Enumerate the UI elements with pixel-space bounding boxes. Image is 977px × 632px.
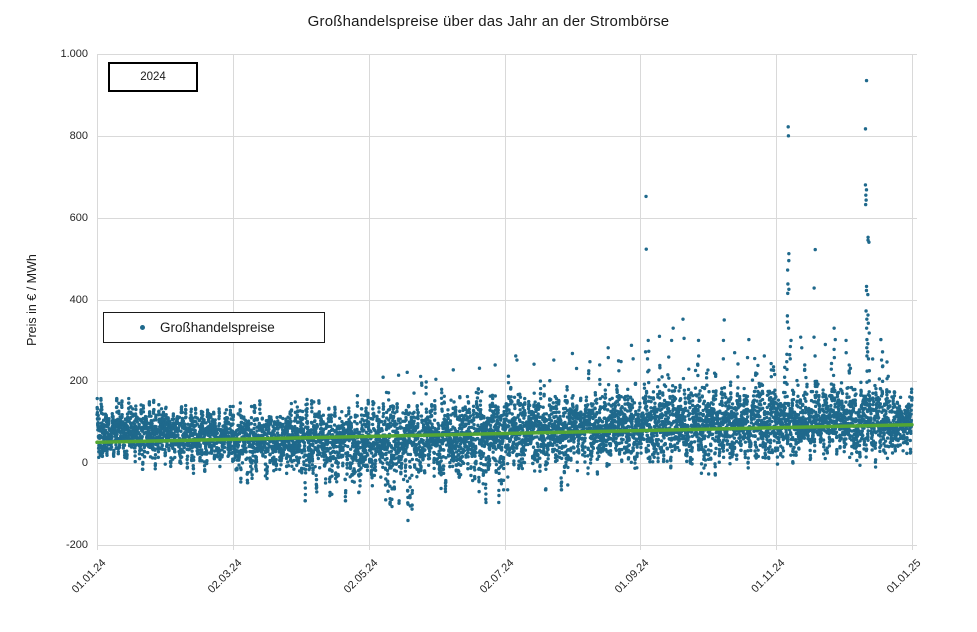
y-tick-label: -200: [65, 539, 88, 551]
legend: Großhandelspreise: [103, 312, 325, 343]
y-tick-label: 400: [69, 293, 88, 306]
y-axis-title: Preis in € / MWh: [25, 254, 39, 346]
y-tick-label: 200: [69, 375, 88, 388]
y-tick-label: 0: [81, 457, 88, 470]
chart-title: Großhandelspreise über das Jahr an der S…: [307, 13, 670, 30]
series-marker-icon: [140, 325, 145, 330]
y-tick-label: 600: [69, 211, 88, 224]
year-filter-box: 2024: [108, 62, 198, 92]
y-tick-label: 800: [69, 129, 88, 142]
y-tick-label: 1.000: [60, 48, 88, 60]
year-label: 2024: [140, 71, 166, 83]
legend-label: Großhandelspreise: [160, 320, 275, 335]
